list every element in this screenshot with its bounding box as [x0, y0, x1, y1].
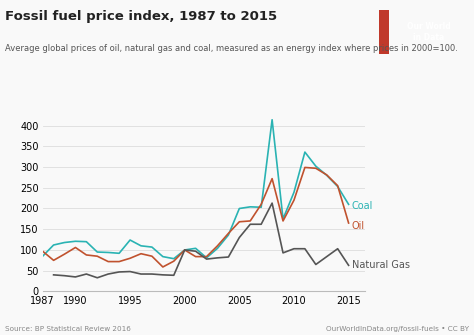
- Text: Natural Gas: Natural Gas: [352, 260, 410, 270]
- Text: Average global prices of oil, natural gas and coal, measured as an energy index : Average global prices of oil, natural ga…: [5, 44, 457, 53]
- Bar: [379, 10, 390, 54]
- Text: Oil: Oil: [352, 221, 365, 231]
- Text: OurWorldInData.org/fossil-fuels • CC BY: OurWorldInData.org/fossil-fuels • CC BY: [326, 326, 469, 332]
- Text: Source: BP Statistical Review 2016: Source: BP Statistical Review 2016: [5, 326, 131, 332]
- Text: Our World
in Data: Our World in Data: [407, 22, 451, 42]
- Text: Coal: Coal: [352, 201, 373, 211]
- Text: Fossil fuel price index, 1987 to 2015: Fossil fuel price index, 1987 to 2015: [5, 10, 277, 23]
